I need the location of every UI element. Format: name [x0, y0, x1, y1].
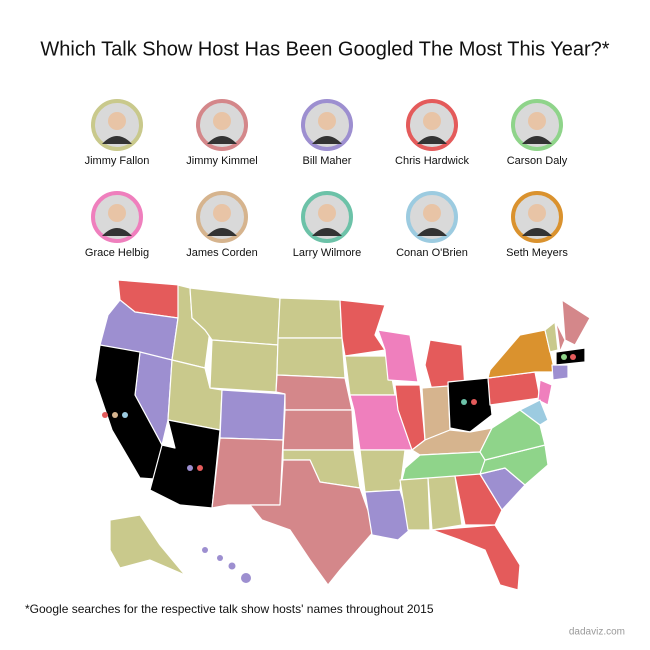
avatar-body	[417, 228, 447, 236]
avatar-face	[423, 112, 441, 130]
avatar-face	[213, 204, 231, 222]
state	[555, 321, 566, 353]
avatar-face	[108, 112, 126, 130]
source: dadaviz.com	[569, 627, 625, 638]
host: Carson Daly	[507, 99, 568, 167]
state	[359, 449, 406, 493]
state	[431, 524, 521, 591]
avatar-body	[207, 228, 237, 236]
host: Jimmy Kimmel	[186, 99, 258, 167]
state	[202, 547, 208, 553]
avatar-face	[318, 112, 336, 130]
host: James Corden	[186, 191, 258, 259]
avatar-body	[522, 228, 552, 236]
host: Jimmy Fallon	[85, 99, 150, 167]
state	[377, 329, 419, 383]
host-name: Grace Helbig	[85, 247, 149, 259]
avatar-face	[528, 112, 546, 130]
avatar-body	[102, 228, 132, 236]
state	[211, 437, 284, 509]
avatar-body	[417, 136, 447, 144]
host-name: James Corden	[186, 247, 258, 259]
tie-dot	[471, 399, 477, 405]
host: Grace Helbig	[85, 191, 149, 259]
state	[339, 299, 386, 357]
state	[109, 514, 186, 576]
tie-dot	[197, 465, 203, 471]
tie-dot	[112, 412, 118, 418]
avatar-face	[423, 204, 441, 222]
host-name: Jimmy Kimmel	[186, 155, 258, 167]
state	[277, 297, 343, 339]
host-name: Larry Wilmore	[293, 247, 361, 259]
host: Conan O'Brien	[396, 191, 468, 259]
tie-dot	[570, 354, 576, 360]
avatar-face	[318, 204, 336, 222]
state	[241, 573, 251, 583]
state	[551, 364, 569, 381]
state	[487, 329, 556, 379]
state	[364, 489, 413, 541]
host-name: Bill Maher	[303, 155, 352, 167]
host-name: Seth Meyers	[506, 247, 568, 259]
tie-dot	[187, 465, 193, 471]
host-name: Carson Daly	[507, 155, 568, 167]
host-legend: Jimmy Fallon Jimmy Kimmel Bill Maher Chris …	[85, 99, 568, 259]
state-tie	[149, 419, 221, 509]
tie-dot	[122, 412, 128, 418]
host: Bill Maher	[301, 99, 353, 167]
avatar-body	[102, 136, 132, 144]
host: Seth Meyers	[506, 191, 568, 259]
host: Chris Hardwick	[395, 99, 469, 167]
avatar-face	[108, 204, 126, 222]
avatar-body	[312, 136, 342, 144]
avatar-face	[213, 112, 231, 130]
state-tie	[447, 377, 493, 433]
state	[217, 555, 223, 561]
state	[537, 379, 553, 406]
title: Which Talk Show Host Has Been Googled Th…	[40, 38, 609, 60]
state	[276, 337, 346, 379]
host-name: Chris Hardwick	[395, 155, 469, 167]
state	[228, 562, 236, 570]
state	[275, 374, 353, 411]
state	[399, 477, 431, 531]
state	[282, 409, 355, 451]
state	[561, 299, 591, 346]
avatar-body	[522, 136, 552, 144]
avatar-face	[528, 204, 546, 222]
tie-dot	[102, 412, 108, 418]
avatar-body	[312, 228, 342, 236]
host-name: Jimmy Fallon	[85, 155, 150, 167]
state	[209, 339, 279, 393]
host-name: Conan O'Brien	[396, 247, 468, 259]
tie-dot	[461, 399, 467, 405]
footnote: *Google searches for the respective talk…	[25, 602, 434, 616]
state	[519, 399, 549, 426]
avatar-body	[207, 136, 237, 144]
host: Larry Wilmore	[293, 191, 361, 259]
us-map	[94, 279, 591, 591]
state	[544, 321, 559, 353]
state	[219, 389, 286, 441]
state	[454, 473, 503, 526]
tie-dot	[561, 354, 567, 360]
state	[249, 459, 376, 586]
state	[427, 475, 463, 531]
